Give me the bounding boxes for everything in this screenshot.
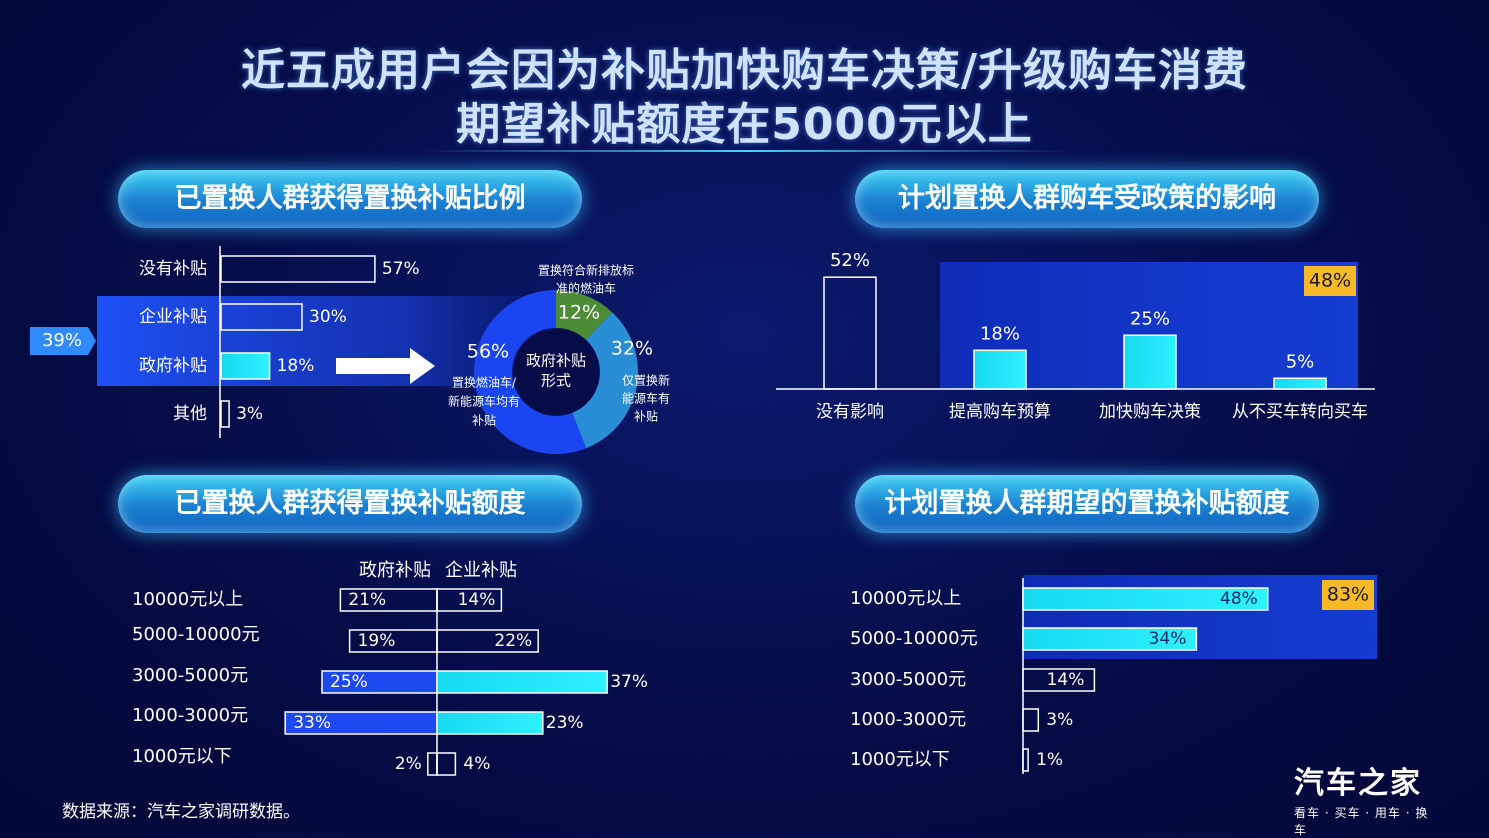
category-label: 3000-5000元 xyxy=(132,665,248,686)
slice-label: 能源车有 xyxy=(622,391,670,406)
slice-label: 新能源车均有 xyxy=(448,394,520,409)
slice-value: 56% xyxy=(467,341,509,363)
slice-label: 仅置换新 xyxy=(622,373,670,388)
bar xyxy=(1273,377,1327,390)
bar-left xyxy=(427,752,438,776)
bar-right xyxy=(436,629,539,653)
section2-title: 计划置换人群购车受政策的影响 xyxy=(855,170,1319,228)
category-label: 政府补贴 xyxy=(139,356,207,376)
value-label: 14% xyxy=(458,590,496,610)
category-label: 没有补贴 xyxy=(139,259,207,279)
arrow-icon xyxy=(336,348,435,384)
donut-slice xyxy=(572,312,638,449)
category-label: 10000元以上 xyxy=(850,588,961,609)
section3-title: 已置换人群获得置换补贴额度 xyxy=(118,475,582,533)
bar xyxy=(1123,334,1177,390)
category-label: 企业补贴 xyxy=(139,307,207,327)
category-label: 5000-10000元 xyxy=(850,628,978,649)
category-label: 1000元以下 xyxy=(850,749,950,770)
bar xyxy=(220,303,303,331)
value-label: 18% xyxy=(980,323,1020,344)
value-label: 57% xyxy=(382,259,420,279)
value-label: 33% xyxy=(293,713,331,733)
title-divider xyxy=(420,150,1070,152)
slice-label: 置换符合新排放标 xyxy=(538,263,634,278)
value-label: 48% xyxy=(1220,589,1258,609)
brand-logo: 汽车之家 看车 · 买车 · 用车 · 换车 xyxy=(1294,758,1434,838)
category-label: 其他 xyxy=(173,404,207,424)
value-label: 14% xyxy=(1047,670,1085,690)
callout-tag xyxy=(1322,580,1374,610)
section1-title: 已置换人群获得置换补贴比例 xyxy=(118,170,582,228)
slice-value: 12% xyxy=(558,302,600,324)
bar xyxy=(220,352,271,380)
bar xyxy=(220,255,376,283)
bar xyxy=(823,276,877,390)
callout-label: 39% xyxy=(42,330,82,351)
category-label: 没有影响 xyxy=(816,402,884,422)
slice-label: 补贴 xyxy=(472,414,496,428)
value-label: 23% xyxy=(546,713,584,733)
category-label: 从不买车转向买车 xyxy=(1232,402,1368,422)
slice-label: 置换燃油车/ xyxy=(452,375,517,390)
slice-label: 准的燃油车 xyxy=(556,281,616,296)
bar xyxy=(1022,748,1029,772)
donut-center-label: 政府补贴 xyxy=(526,352,586,370)
bar-right xyxy=(436,752,457,776)
value-label: 19% xyxy=(358,631,396,651)
category-label: 10000元以上 xyxy=(132,589,243,610)
bar-right xyxy=(436,588,503,612)
slice-label: 补贴 xyxy=(634,410,658,424)
bar xyxy=(1022,627,1198,651)
bar xyxy=(973,349,1027,390)
logo-name: 汽车之家 xyxy=(1294,766,1422,801)
slice-value: 32% xyxy=(611,338,653,360)
category-label: 提高购车预算 xyxy=(949,402,1051,422)
value-label: 34% xyxy=(1149,629,1187,649)
value-label: 52% xyxy=(830,250,870,271)
category-label: 1000-3000元 xyxy=(132,705,248,726)
value-label: 30% xyxy=(309,307,347,327)
value-label: 25% xyxy=(1130,308,1170,329)
callout-tag xyxy=(1304,266,1356,296)
section4-title: 计划置换人群期望的置换补贴额度 xyxy=(855,475,1319,533)
main-title-line2: 期望补贴额度在5000元以上 xyxy=(456,99,1033,150)
callout-tag xyxy=(30,327,96,355)
value-label: 5% xyxy=(1286,351,1315,372)
value-label: 22% xyxy=(494,631,532,651)
value-label: 21% xyxy=(348,590,386,610)
callout-label: 48% xyxy=(1309,270,1351,292)
donut-slice xyxy=(473,290,587,454)
bar xyxy=(1022,708,1040,732)
category-label: 3000-5000元 xyxy=(850,669,966,690)
bar-right xyxy=(436,670,608,694)
bar-right xyxy=(436,711,544,735)
value-label: 25% xyxy=(330,672,368,692)
bar xyxy=(220,400,230,428)
bar xyxy=(1022,668,1096,692)
data-source: 数据来源：汽车之家调研数据。 xyxy=(62,802,300,822)
value-label: 2% xyxy=(395,754,422,774)
value-label: 37% xyxy=(610,672,648,692)
category-label: 1000元以下 xyxy=(132,746,232,767)
bar xyxy=(1022,587,1269,611)
value-label: 1% xyxy=(1036,750,1063,770)
value-label: 3% xyxy=(236,404,263,424)
logo-slogan: 看车 · 买车 · 用车 · 换车 xyxy=(1294,806,1429,837)
value-label: 4% xyxy=(463,754,490,774)
category-label: 1000-3000元 xyxy=(850,709,966,730)
value-label: 3% xyxy=(1046,710,1073,730)
category-label: 5000-10000元 xyxy=(132,624,260,645)
callout-label: 83% xyxy=(1327,584,1369,606)
donut-hole xyxy=(513,329,599,415)
series-header: 企业补贴 xyxy=(445,560,517,581)
value-label: 18% xyxy=(277,356,315,376)
category-label: 加快购车决策 xyxy=(1099,402,1201,422)
donut-center-label: 形式 xyxy=(541,372,571,390)
main-title-line1: 近五成用户会因为补贴加快购车决策/升级购车消费 xyxy=(240,45,1249,96)
series-header: 政府补贴 xyxy=(359,560,431,581)
donut-slice xyxy=(556,290,613,340)
highlight-band xyxy=(97,296,537,386)
